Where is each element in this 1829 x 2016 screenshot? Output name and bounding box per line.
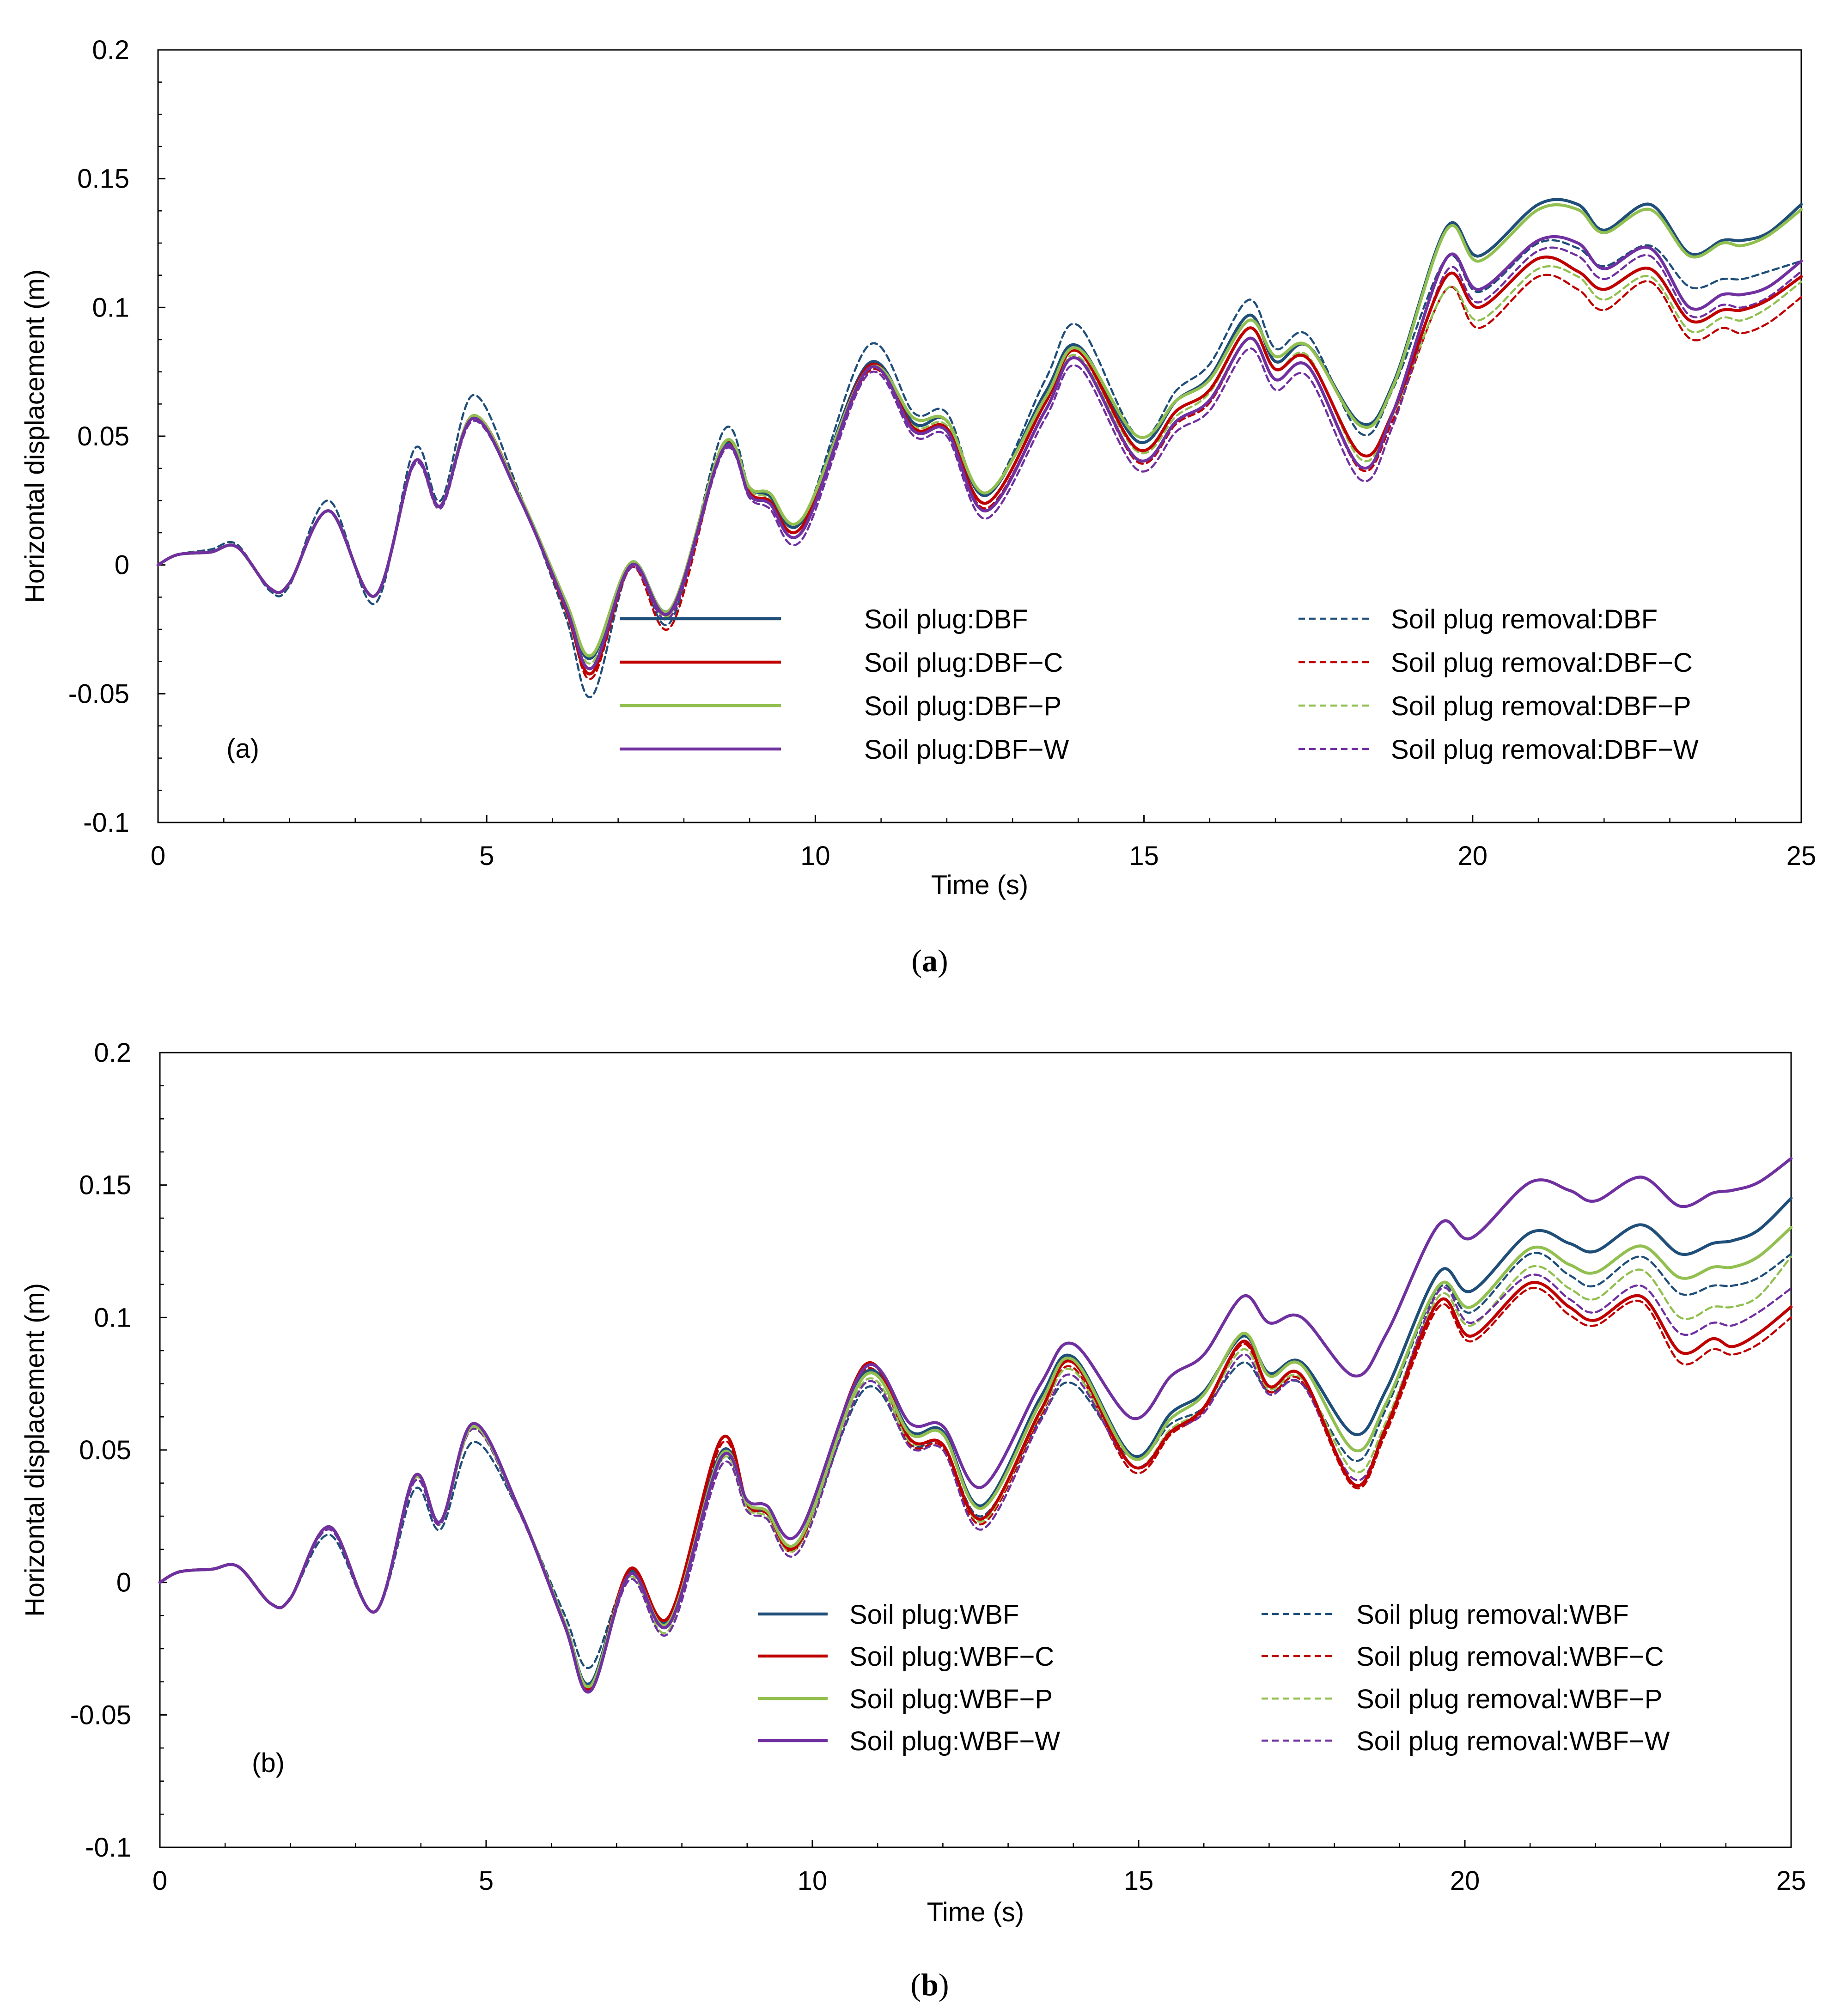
legend-label: Soil plug removal:DBF (1391, 604, 1658, 634)
x-tick-label: 0 (152, 1866, 167, 1896)
y-tick-label: -0.1 (83, 808, 129, 838)
y-axis-label: Horizontal displacement (m) (20, 269, 50, 603)
x-axis-label: Time (s) (931, 870, 1028, 900)
legend-label: Soil plug:DBF−W (864, 735, 1069, 765)
legend-label: Soil plug removal:DBF−C (1391, 648, 1693, 678)
legend-label: Soil plug:WBF−P (849, 1684, 1053, 1714)
legend-label: Soil plug removal:DBF−P (1391, 691, 1691, 721)
x-tick-label: 10 (800, 841, 830, 871)
x-tick-label: 15 (1129, 841, 1159, 871)
series-line (159, 1273, 1792, 1690)
legend-label: Soil plug:WBF (849, 1600, 1019, 1630)
legend-label: Soil plug removal:WBF (1356, 1600, 1629, 1630)
legend-label: Soil plug:DBF−P (864, 691, 1061, 721)
x-tick-label: 0 (151, 841, 165, 871)
x-tick-label: 5 (479, 1866, 494, 1896)
series-line (156, 235, 1803, 670)
y-tick-label: 0.15 (77, 164, 129, 194)
panel-a: -0.1 -0.05 0 0.05 0.1 0.15 0.2 0 5 10 15 20 25 Time (… (20, 35, 1816, 900)
y-tick-label: 0.1 (92, 292, 129, 323)
y-tick-label: 0 (115, 550, 129, 580)
y-tick-label: -0.1 (85, 1833, 131, 1863)
caption-a: (a) (911, 943, 948, 978)
x-tick-label: 20 (1450, 1866, 1480, 1896)
y-tick-label: 0.2 (94, 1038, 131, 1068)
series-line (158, 1157, 1793, 1694)
legend-label: Soil plug:WBF−W (849, 1726, 1060, 1756)
y-tick-label: 0.05 (79, 1435, 131, 1465)
panel-label: (b) (252, 1748, 285, 1778)
y-tick-label: -0.05 (70, 1700, 131, 1730)
series-line (157, 246, 1803, 675)
y-tick-label: 0.15 (79, 1170, 131, 1200)
series-line (159, 1286, 1792, 1693)
y-tick-label: -0.05 (68, 679, 129, 709)
y-axis-label: Horizontal displacement (m) (20, 1283, 50, 1617)
y-tick-label: 0.05 (77, 421, 129, 451)
legend-label: Soil plug:DBF−C (864, 648, 1063, 678)
x-tick-label: 5 (479, 841, 494, 871)
legend-label: Soil plug removal:WBF−P (1356, 1684, 1662, 1714)
x-tick-label: 10 (798, 1866, 828, 1896)
x-tick-label: 15 (1124, 1866, 1154, 1896)
caption-b: (b) (910, 1967, 949, 2002)
x-tick-label: 25 (1776, 1866, 1806, 1896)
panel-label: (a) (226, 734, 259, 764)
legend-label: Soil plug:DBF (864, 604, 1028, 634)
series-line (159, 1255, 1792, 1685)
y-tick-label: 0.2 (92, 35, 129, 65)
x-tick-label: 25 (1786, 841, 1817, 871)
legend-label: Soil plug removal:DBF−W (1391, 735, 1699, 765)
legend-label: Soil plug removal:WBF−W (1356, 1726, 1670, 1756)
legend-label: Soil plug:WBF−C (849, 1642, 1054, 1672)
y-tick-label: 0 (116, 1568, 131, 1598)
legend-label: Soil plug removal:WBF−C (1356, 1642, 1664, 1672)
x-axis-label: Time (s) (927, 1897, 1024, 1927)
y-tick-label: 0.1 (94, 1303, 131, 1333)
panel-b: -0.1 -0.05 0 0.05 0.1 0.15 0.2 0 5 10 15 20 25 Time (… (20, 1038, 1806, 1927)
series-line (156, 203, 1803, 658)
x-tick-label: 20 (1458, 841, 1488, 871)
series-line (156, 198, 1803, 660)
